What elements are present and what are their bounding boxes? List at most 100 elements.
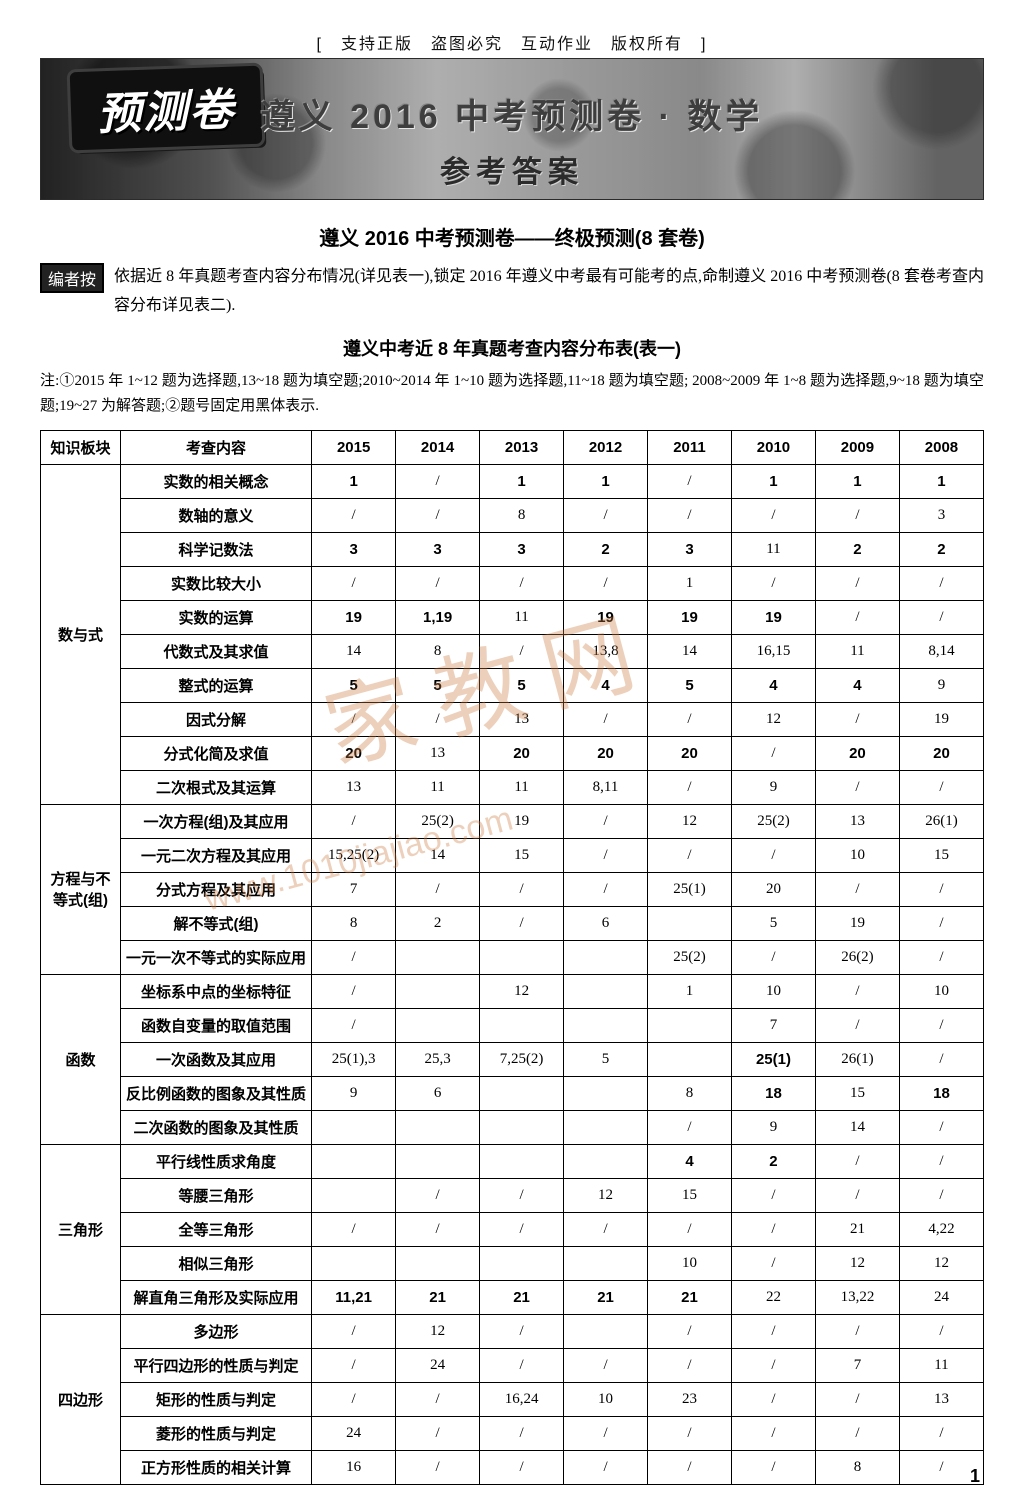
data-cell: 1 — [648, 566, 732, 600]
data-cell: / — [564, 1416, 648, 1450]
section-title: 遵义 2016 中考预测卷——终极预测(8 套卷) — [40, 222, 984, 251]
data-cell: 23 — [648, 1382, 732, 1416]
copyright-bar: [ 支持正版 盗图必究 互动作业 版权所有 ] — [40, 30, 984, 54]
data-cell: / — [480, 1178, 564, 1212]
data-cell: / — [731, 1348, 815, 1382]
table-title: 遵义中考近 8 年真题考查内容分布表(表一) — [40, 335, 984, 361]
data-cell: / — [731, 1416, 815, 1450]
data-cell: 8 — [480, 498, 564, 532]
table-row: 三角形平行线性质求角度42// — [41, 1144, 984, 1178]
data-cell: / — [648, 770, 732, 804]
data-cell: 10 — [648, 1246, 732, 1280]
content-cell: 一次函数及其应用 — [120, 1042, 311, 1076]
data-cell — [648, 906, 732, 940]
col-year-header: 2009 — [815, 430, 899, 464]
data-cell: / — [312, 804, 396, 838]
data-cell: 2 — [396, 906, 480, 940]
data-cell: 24 — [312, 1416, 396, 1450]
data-cell: 1 — [312, 464, 396, 498]
data-cell: 19 — [648, 600, 732, 634]
data-cell: / — [564, 566, 648, 600]
data-cell: 5 — [396, 668, 480, 702]
table-body: 数与式实数的相关概念1/11/111数轴的意义//8////3科学记数法3332… — [41, 464, 984, 1484]
data-cell: 4 — [564, 668, 648, 702]
content-cell: 整式的运算 — [120, 668, 311, 702]
data-cell: / — [815, 1008, 899, 1042]
data-cell — [396, 940, 480, 974]
data-cell: / — [815, 1178, 899, 1212]
data-cell — [564, 1076, 648, 1110]
table-row: 一元二次方程及其应用15,25(2)1415///1015 — [41, 838, 984, 872]
content-cell: 函数自变量的取值范围 — [120, 1008, 311, 1042]
data-cell: 16,24 — [480, 1382, 564, 1416]
header-row: 知识板块考查内容20152014201320122011201020092008 — [41, 430, 984, 464]
data-cell: / — [648, 702, 732, 736]
data-cell: / — [731, 1314, 815, 1348]
data-cell: 13 — [312, 770, 396, 804]
data-cell — [480, 1110, 564, 1144]
data-cell — [312, 1246, 396, 1280]
data-cell: 1 — [564, 464, 648, 498]
data-cell: 19 — [312, 600, 396, 634]
data-cell: 2 — [564, 532, 648, 566]
header-banner: 预测卷 遵义 2016 中考预测卷 · 数学 参考答案 — [40, 58, 984, 200]
data-cell — [480, 1246, 564, 1280]
data-cell: 3 — [396, 532, 480, 566]
data-cell: 3 — [312, 532, 396, 566]
table-row: 解不等式(组)82/6519/ — [41, 906, 984, 940]
block-cell: 三角形 — [41, 1144, 121, 1314]
data-cell: 15 — [648, 1178, 732, 1212]
data-cell: 8 — [312, 906, 396, 940]
data-cell: 8,11 — [564, 770, 648, 804]
data-cell: 10 — [899, 974, 983, 1008]
data-cell: 26(1) — [815, 1042, 899, 1076]
table-row: 相似三角形10/1212 — [41, 1246, 984, 1280]
col-year-header: 2010 — [731, 430, 815, 464]
data-cell: / — [396, 872, 480, 906]
data-cell: / — [648, 1348, 732, 1382]
data-cell: 15 — [815, 1076, 899, 1110]
table-row: 反比例函数的图象及其性质968181518 — [41, 1076, 984, 1110]
content-cell: 分式化简及求值 — [120, 736, 311, 770]
data-cell: / — [396, 498, 480, 532]
data-cell — [480, 1076, 564, 1110]
data-cell: 24 — [899, 1280, 983, 1314]
content-cell: 二次根式及其运算 — [120, 770, 311, 804]
data-cell: 18 — [899, 1076, 983, 1110]
data-cell: 1,19 — [396, 600, 480, 634]
data-cell: 8 — [815, 1450, 899, 1484]
data-cell: 20 — [312, 736, 396, 770]
data-cell — [480, 940, 564, 974]
data-cell: / — [312, 1382, 396, 1416]
data-cell: / — [480, 872, 564, 906]
data-cell: / — [564, 872, 648, 906]
content-cell: 一元二次方程及其应用 — [120, 838, 311, 872]
data-cell: 1 — [815, 464, 899, 498]
data-cell: 4,22 — [899, 1212, 983, 1246]
data-cell: 1 — [480, 464, 564, 498]
table-row: 因式分解//13//12/19 — [41, 702, 984, 736]
data-cell: 11 — [480, 600, 564, 634]
data-cell: 11 — [396, 770, 480, 804]
content-cell: 矩形的性质与判定 — [120, 1382, 311, 1416]
content-cell: 因式分解 — [120, 702, 311, 736]
data-cell: / — [480, 1314, 564, 1348]
data-cell: / — [396, 1416, 480, 1450]
table-row: 方程与不等式(组)一次方程(组)及其应用/25(2)19/1225(2)1326… — [41, 804, 984, 838]
table-row: 矩形的性质与判定//16,241023//13 — [41, 1382, 984, 1416]
data-cell: / — [731, 838, 815, 872]
data-cell: 19 — [815, 906, 899, 940]
data-cell: / — [396, 1178, 480, 1212]
table-row: 菱形的性质与判定24/////// — [41, 1416, 984, 1450]
data-cell — [564, 1008, 648, 1042]
data-cell: 5 — [564, 1042, 648, 1076]
content-cell: 科学记数法 — [120, 532, 311, 566]
data-cell: / — [312, 566, 396, 600]
table-row: 正方形性质的相关计算16/////8/ — [41, 1450, 984, 1484]
table-note: 注:①2015 年 1~12 题为选择题,13~18 题为填空题;2010~20… — [40, 369, 984, 420]
data-cell: 8 — [396, 634, 480, 668]
data-cell: / — [899, 1416, 983, 1450]
table-row: 二次根式及其运算1311118,11/9// — [41, 770, 984, 804]
data-cell: 26(1) — [899, 804, 983, 838]
data-cell — [648, 1042, 732, 1076]
